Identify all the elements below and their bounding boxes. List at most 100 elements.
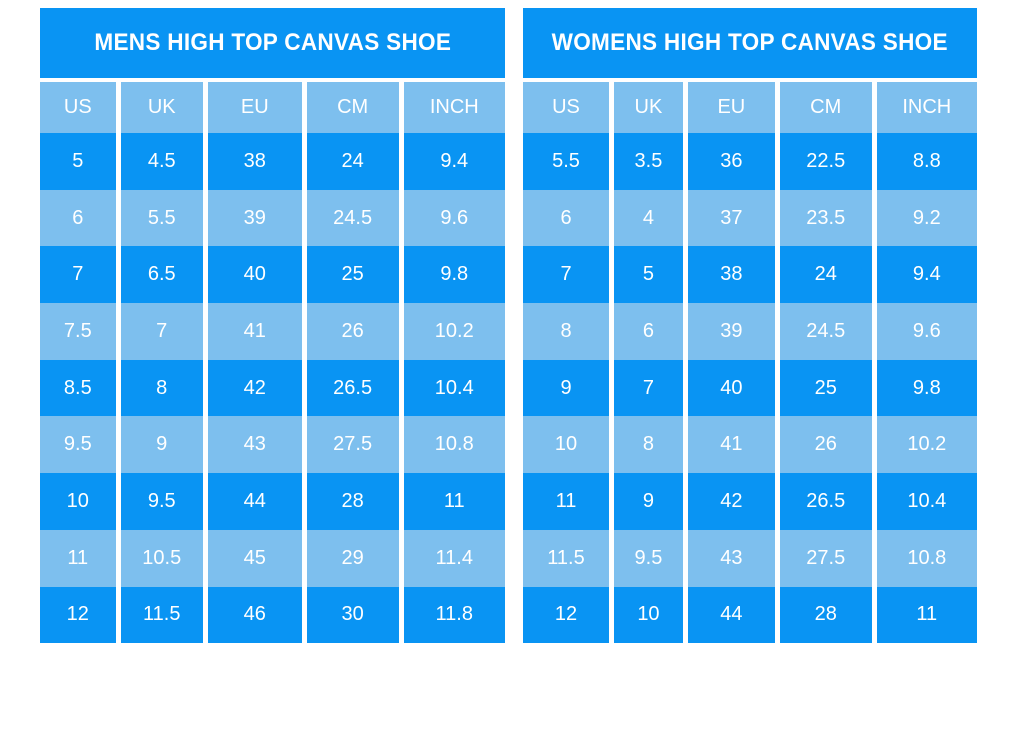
size-cell: 11.8 bbox=[403, 586, 505, 644]
size-cell: 6 bbox=[40, 189, 116, 247]
size-cell: 23.5 bbox=[779, 189, 872, 247]
size-cell: 12 bbox=[40, 586, 116, 644]
size-cell: 40 bbox=[687, 359, 775, 417]
size-cell: 26 bbox=[779, 416, 872, 474]
size-cell: 9.5 bbox=[614, 529, 683, 587]
size-cell: 7 bbox=[523, 246, 610, 304]
size-cell: 37 bbox=[687, 189, 775, 247]
size-cell: 7 bbox=[614, 359, 683, 417]
size-cell: 11 bbox=[40, 529, 116, 587]
size-cell: 10.4 bbox=[876, 473, 977, 530]
column-header: UK bbox=[614, 82, 683, 133]
size-cell: 29 bbox=[306, 529, 399, 587]
size-cell: 5 bbox=[614, 246, 683, 304]
column-header: EU bbox=[687, 82, 775, 133]
size-cell: 8 bbox=[523, 303, 610, 360]
size-cell: 28 bbox=[306, 473, 399, 530]
size-cell: 22.5 bbox=[779, 133, 872, 190]
size-cell: 11 bbox=[403, 473, 505, 530]
size-cell: 7 bbox=[40, 246, 116, 304]
column-header: US bbox=[523, 82, 610, 133]
size-cell: 7.5 bbox=[40, 303, 116, 360]
size-cell: 10.2 bbox=[876, 416, 977, 474]
size-cell: 9 bbox=[614, 473, 683, 530]
size-cell: 42 bbox=[687, 473, 775, 530]
size-cell: 9.2 bbox=[876, 189, 977, 247]
size-cell: 11 bbox=[876, 586, 977, 644]
column-header: CM bbox=[779, 82, 872, 133]
column-header: EU bbox=[207, 82, 302, 133]
size-cell: 30 bbox=[306, 586, 399, 644]
size-cell: 46 bbox=[207, 586, 302, 644]
size-cell: 8 bbox=[614, 416, 683, 474]
size-cell: 3.5 bbox=[614, 133, 683, 190]
size-cell: 39 bbox=[687, 303, 775, 360]
column-header: INCH bbox=[876, 82, 977, 133]
size-cell: 6 bbox=[523, 189, 610, 247]
size-cell: 9.6 bbox=[876, 303, 977, 360]
size-cell: 26 bbox=[306, 303, 399, 360]
size-cell: 26.5 bbox=[306, 359, 399, 417]
size-cell: 8.5 bbox=[40, 359, 116, 417]
column-header: INCH bbox=[403, 82, 505, 133]
size-cell: 9.8 bbox=[876, 359, 977, 417]
size-cell: 9 bbox=[120, 416, 203, 474]
size-cell: 10.8 bbox=[876, 529, 977, 587]
size-cell: 44 bbox=[207, 473, 302, 530]
womens-size-grid: US UK EU CM INCH 5.5 3.5 36 22.5 8.8 6 4 37 23.5 9.2 7 5… bbox=[523, 82, 977, 644]
size-cell: 27.5 bbox=[306, 416, 399, 474]
size-cell: 24 bbox=[779, 246, 872, 304]
size-cell: 4.5 bbox=[120, 133, 203, 190]
size-cell: 9.8 bbox=[403, 246, 505, 304]
size-cell: 10.2 bbox=[403, 303, 505, 360]
mens-table-title: MENS HIGH TOP CANVAS SHOE bbox=[40, 8, 505, 78]
size-cell: 11.4 bbox=[403, 529, 505, 587]
size-cell: 11 bbox=[523, 473, 610, 530]
size-cell: 9 bbox=[523, 359, 610, 417]
size-cell: 9.5 bbox=[120, 473, 203, 530]
size-cell: 9.4 bbox=[403, 133, 505, 190]
size-cell: 41 bbox=[687, 416, 775, 474]
size-cell: 38 bbox=[687, 246, 775, 304]
size-cell: 8 bbox=[120, 359, 203, 417]
size-cell: 24.5 bbox=[779, 303, 872, 360]
womens-table-title: WOMENS HIGH TOP CANVAS SHOE bbox=[523, 8, 977, 78]
womens-table-title-text: WOMENS HIGH TOP CANVAS SHOE bbox=[551, 29, 949, 56]
size-cell: 24 bbox=[306, 133, 399, 190]
size-cell: 10.8 bbox=[403, 416, 505, 474]
size-cell: 9.4 bbox=[876, 246, 977, 304]
size-cell: 24.5 bbox=[306, 189, 399, 247]
size-cell: 10 bbox=[523, 416, 610, 474]
size-cell: 8.8 bbox=[876, 133, 977, 190]
size-cell: 43 bbox=[687, 529, 775, 587]
column-header: UK bbox=[120, 82, 203, 133]
size-cell: 39 bbox=[207, 189, 302, 247]
size-cell: 26.5 bbox=[779, 473, 872, 530]
size-cell: 42 bbox=[207, 359, 302, 417]
size-cell: 10.5 bbox=[120, 529, 203, 587]
womens-size-table: WOMENS HIGH TOP CANVAS SHOE US UK EU CM INCH… bbox=[523, 8, 977, 644]
column-header: CM bbox=[306, 82, 399, 133]
size-cell: 9.6 bbox=[403, 189, 505, 247]
size-cell: 25 bbox=[306, 246, 399, 304]
size-cell: 5.5 bbox=[523, 133, 610, 190]
mens-table-title-text: MENS HIGH TOP CANVAS SHOE bbox=[94, 29, 451, 56]
size-cell: 28 bbox=[779, 586, 872, 644]
size-cell: 12 bbox=[523, 586, 610, 644]
size-cell: 45 bbox=[207, 529, 302, 587]
size-cell: 41 bbox=[207, 303, 302, 360]
size-cell: 6.5 bbox=[120, 246, 203, 304]
size-cell: 27.5 bbox=[779, 529, 872, 587]
size-cell: 7 bbox=[120, 303, 203, 360]
size-cell: 11.5 bbox=[120, 586, 203, 644]
size-cell: 38 bbox=[207, 133, 302, 190]
size-cell: 36 bbox=[687, 133, 775, 190]
size-cell: 11.5 bbox=[523, 529, 610, 587]
size-cell: 4 bbox=[614, 189, 683, 247]
size-cell: 5 bbox=[40, 133, 116, 190]
mens-size-grid: US UK EU CM INCH 5 4.5 38 24 9.4 6 5.5 39 24.5 9.6 7 6.5… bbox=[40, 82, 505, 644]
size-cell: 25 bbox=[779, 359, 872, 417]
size-cell: 43 bbox=[207, 416, 302, 474]
size-cell: 10.4 bbox=[403, 359, 505, 417]
